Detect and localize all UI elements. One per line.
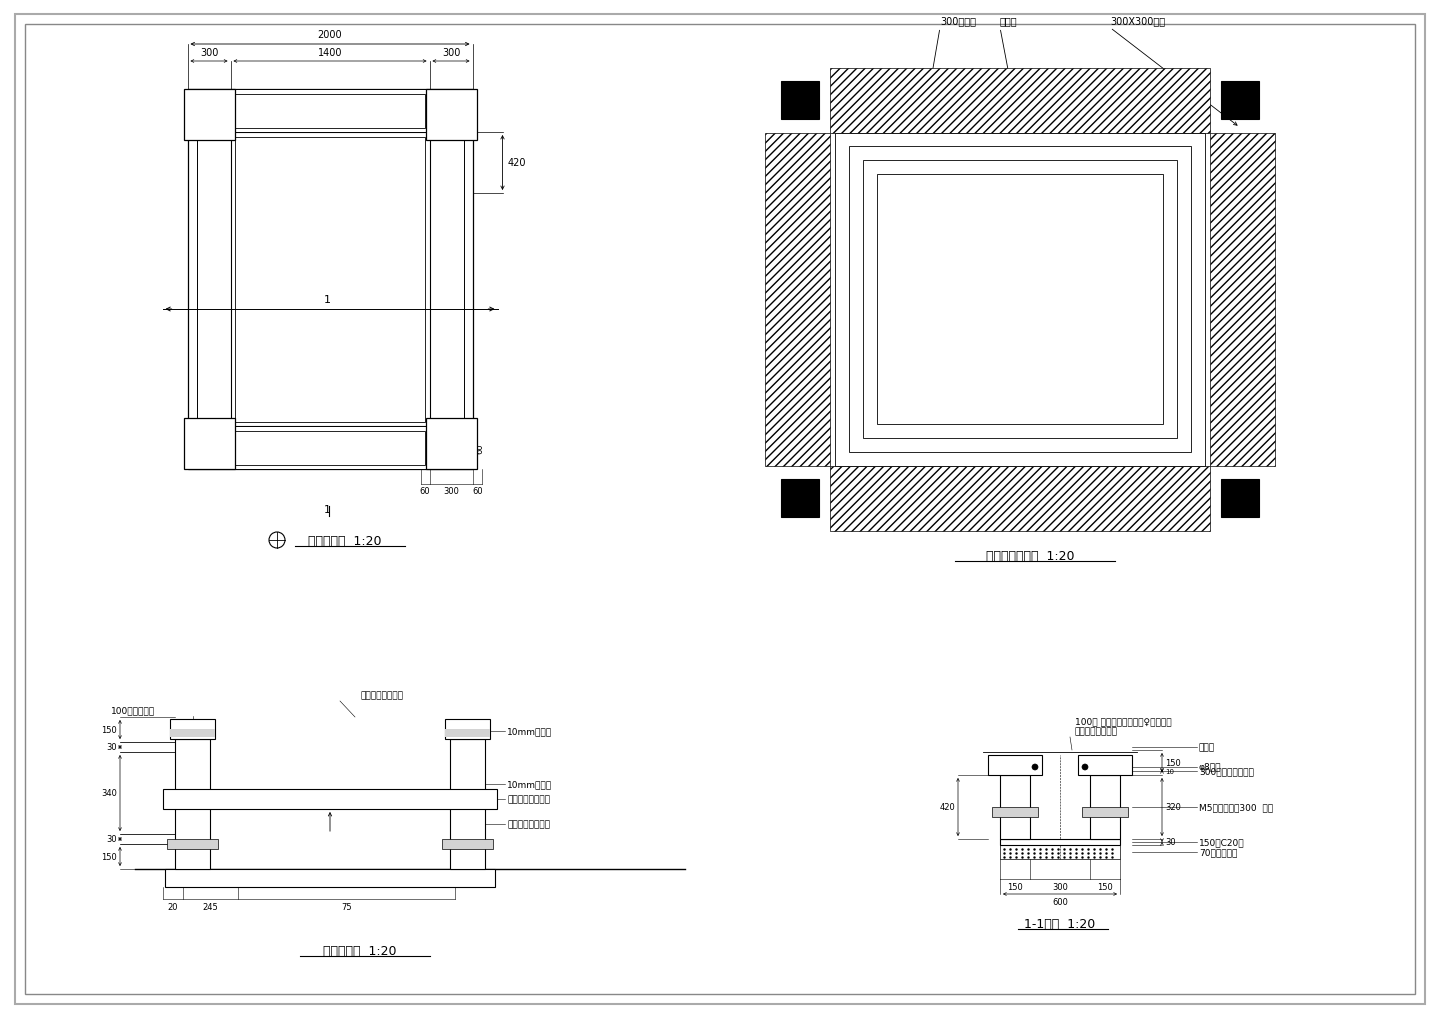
Text: 1: 1 [324,294,331,305]
Text: 75: 75 [341,902,351,911]
Text: 150: 150 [1097,882,1113,892]
Bar [780,480,819,518]
Bar [877,175,1164,425]
Bar [235,138,425,423]
Text: 10: 10 [1165,768,1174,774]
Bar [1081,807,1128,817]
Text: 毛面绣石色花岗岩: 毛面绣石色花岗岩 [507,795,550,804]
Text: 420: 420 [939,803,955,812]
Circle shape [1032,764,1038,770]
Bar [999,840,1120,845]
Text: 2000: 2000 [318,30,343,40]
Text: 150: 150 [1165,758,1181,767]
Bar [765,133,829,466]
Bar [163,790,497,809]
Bar [425,419,477,470]
Bar [183,419,235,470]
Bar [835,133,1205,466]
Text: 1: 1 [324,504,331,515]
Text: 树池立面图  1:20: 树池立面图 1:20 [323,944,397,957]
Text: 60: 60 [420,486,431,495]
Text: 浇环氧树脂密封了: 浇环氧树脂密封了 [1076,727,1117,736]
Bar [1001,841,1119,844]
Text: φ8螺检: φ8螺检 [1200,763,1221,771]
Bar [167,840,217,849]
Text: 1400: 1400 [318,48,343,58]
Text: 树池基础平面图  1:20: 树池基础平面图 1:20 [986,549,1074,562]
Text: 300: 300 [442,48,461,58]
Text: 毛面绣石色花岗岩: 毛面绣石色花岗岩 [507,819,550,828]
Text: 砼基础: 砼基础 [999,16,1018,26]
Bar [865,129,1175,470]
Bar [445,719,490,739]
Text: 600: 600 [1053,897,1068,906]
Bar [992,807,1038,817]
Bar [176,739,210,869]
Bar [170,730,215,738]
Bar [235,432,425,466]
Text: M5水泥砂浆砌300  厚墙: M5水泥砂浆砌300 厚墙 [1200,803,1273,812]
Text: 150: 150 [101,726,117,735]
Text: 1-1剖面  1:20: 1-1剖面 1:20 [1024,917,1096,930]
Bar [230,427,429,470]
Text: 树池平面图  1:20: 树池平面图 1:20 [308,535,382,547]
Bar [166,869,495,888]
Bar [1090,775,1120,840]
Bar [829,68,1210,133]
Bar [1210,133,1274,466]
Text: 广场砖: 广场砖 [1200,743,1215,752]
Bar [863,161,1178,438]
Bar [196,99,464,461]
Bar [1221,480,1259,518]
Bar [999,845,1120,859]
Bar [988,755,1043,775]
Bar [1079,755,1132,775]
Bar [445,730,490,738]
Bar [170,719,215,739]
Text: 30: 30 [107,743,117,752]
Bar [780,82,819,120]
Text: 60: 60 [472,486,482,495]
Text: 30: 30 [107,835,117,844]
Text: 30: 30 [1165,838,1175,847]
Text: 150: 150 [1007,882,1022,892]
Text: 300厚绣石色花岗岩: 300厚绣石色花岗岩 [1200,766,1254,775]
Bar [425,90,477,141]
Text: 150: 150 [101,852,117,861]
Text: 320: 320 [1165,803,1181,812]
Text: 100厚防腐木板: 100厚防腐木板 [111,705,156,714]
Text: 100厚 防腐木条螺检固定♀预理螺检: 100厚 防腐木条螺检固定♀预理螺检 [1076,716,1172,726]
Bar [442,840,492,849]
Text: 300X300柱子: 300X300柱子 [1110,16,1165,26]
Text: 10mm泄音槽: 10mm泄音槽 [507,780,552,789]
Bar [230,132,429,427]
Bar [848,147,1191,452]
Text: 10mm泄音槽: 10mm泄音槽 [507,727,552,736]
Text: 420: 420 [507,158,526,168]
Bar [999,775,1030,840]
Bar [235,95,425,128]
Bar [876,142,1164,459]
Text: 绣石色磨光花岗岩: 绣石色磨光花岗岩 [360,690,403,699]
Bar [451,739,485,869]
Text: 70厚碎石垫层: 70厚碎石垫层 [1200,848,1237,857]
Bar [183,90,235,141]
Text: 300厚砖墙: 300厚砖墙 [940,16,976,26]
Circle shape [1081,764,1089,770]
Bar [187,90,472,470]
Bar [829,466,1210,531]
Bar [880,146,1161,453]
Bar [166,870,494,887]
Text: 300: 300 [1053,882,1068,892]
Text: 245: 245 [203,902,219,911]
Text: 150厚C20砼: 150厚C20砼 [1200,838,1244,847]
Text: 60: 60 [475,442,484,453]
Text: 300: 300 [200,48,219,58]
Bar [1221,82,1259,120]
Text: 20: 20 [167,902,179,911]
Text: 340: 340 [101,789,117,798]
Text: 300: 300 [444,486,459,495]
Bar [230,90,429,132]
